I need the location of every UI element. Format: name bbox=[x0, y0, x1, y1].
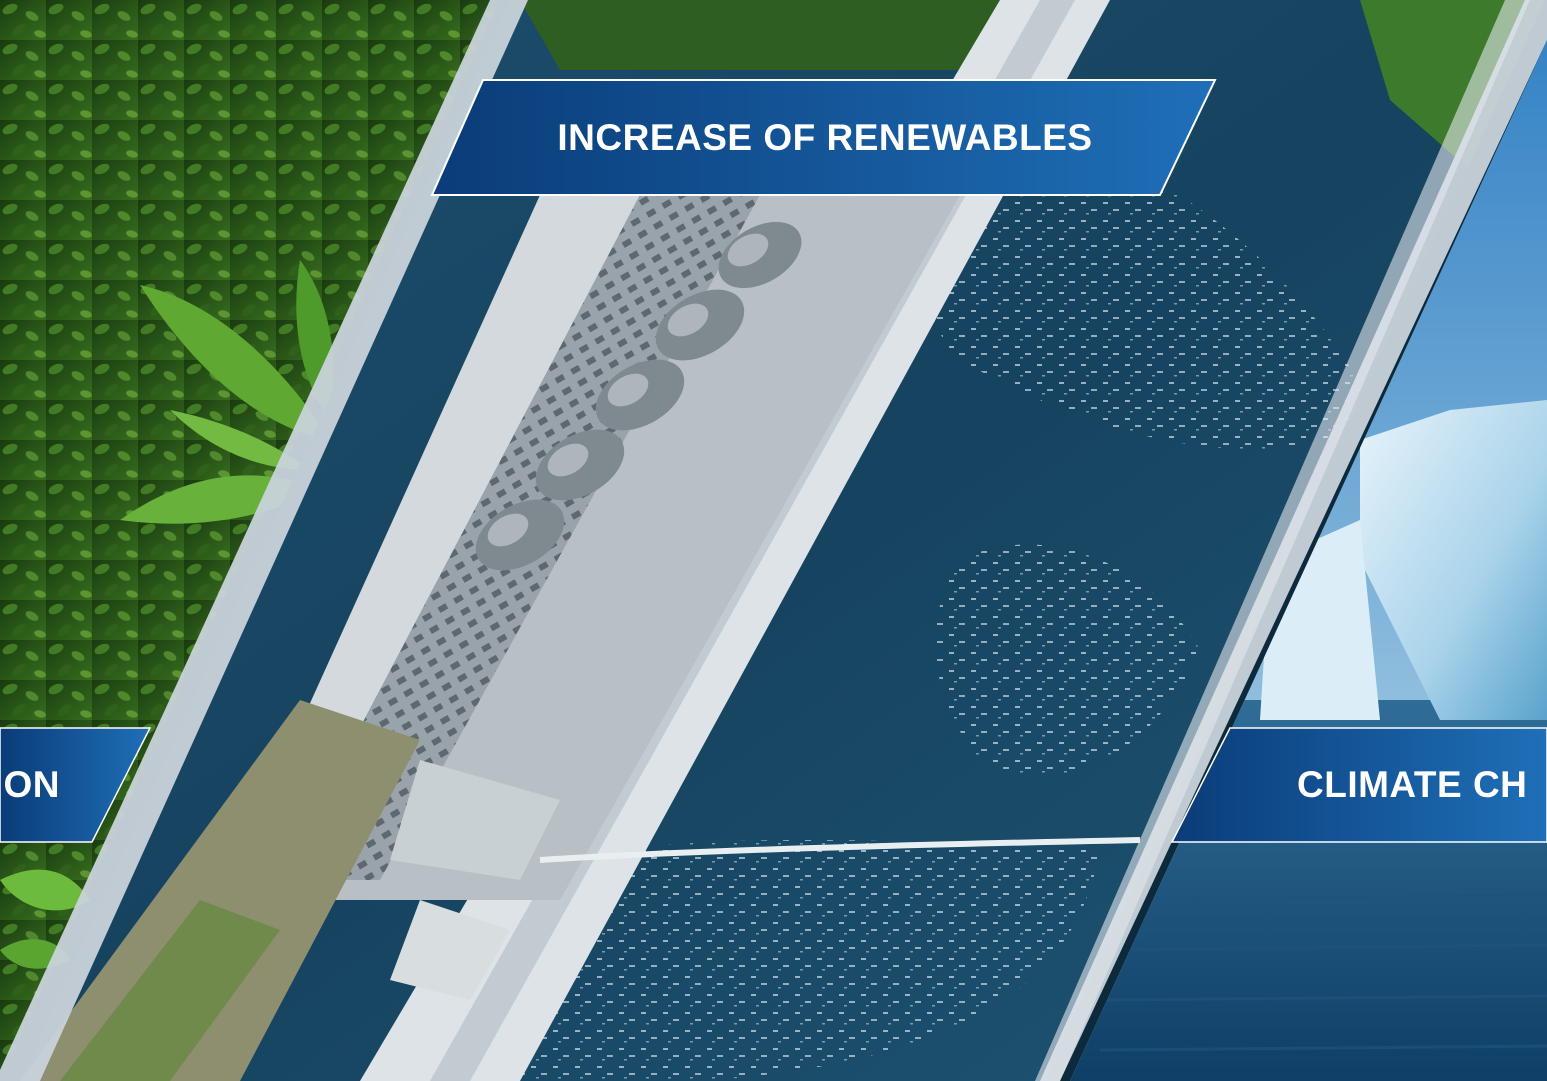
banner-right-label: CLIMATE CH bbox=[1297, 728, 1547, 842]
banner-center-text: INCREASE OF RENEWABLES bbox=[557, 116, 1093, 158]
banner-left-text: ON bbox=[3, 764, 60, 805]
banner-left-label: ON bbox=[0, 728, 60, 842]
banner-center-label: INCREASE OF RENEWABLES bbox=[450, 80, 1200, 195]
banner-right-text: CLIMATE CH bbox=[1297, 764, 1528, 805]
